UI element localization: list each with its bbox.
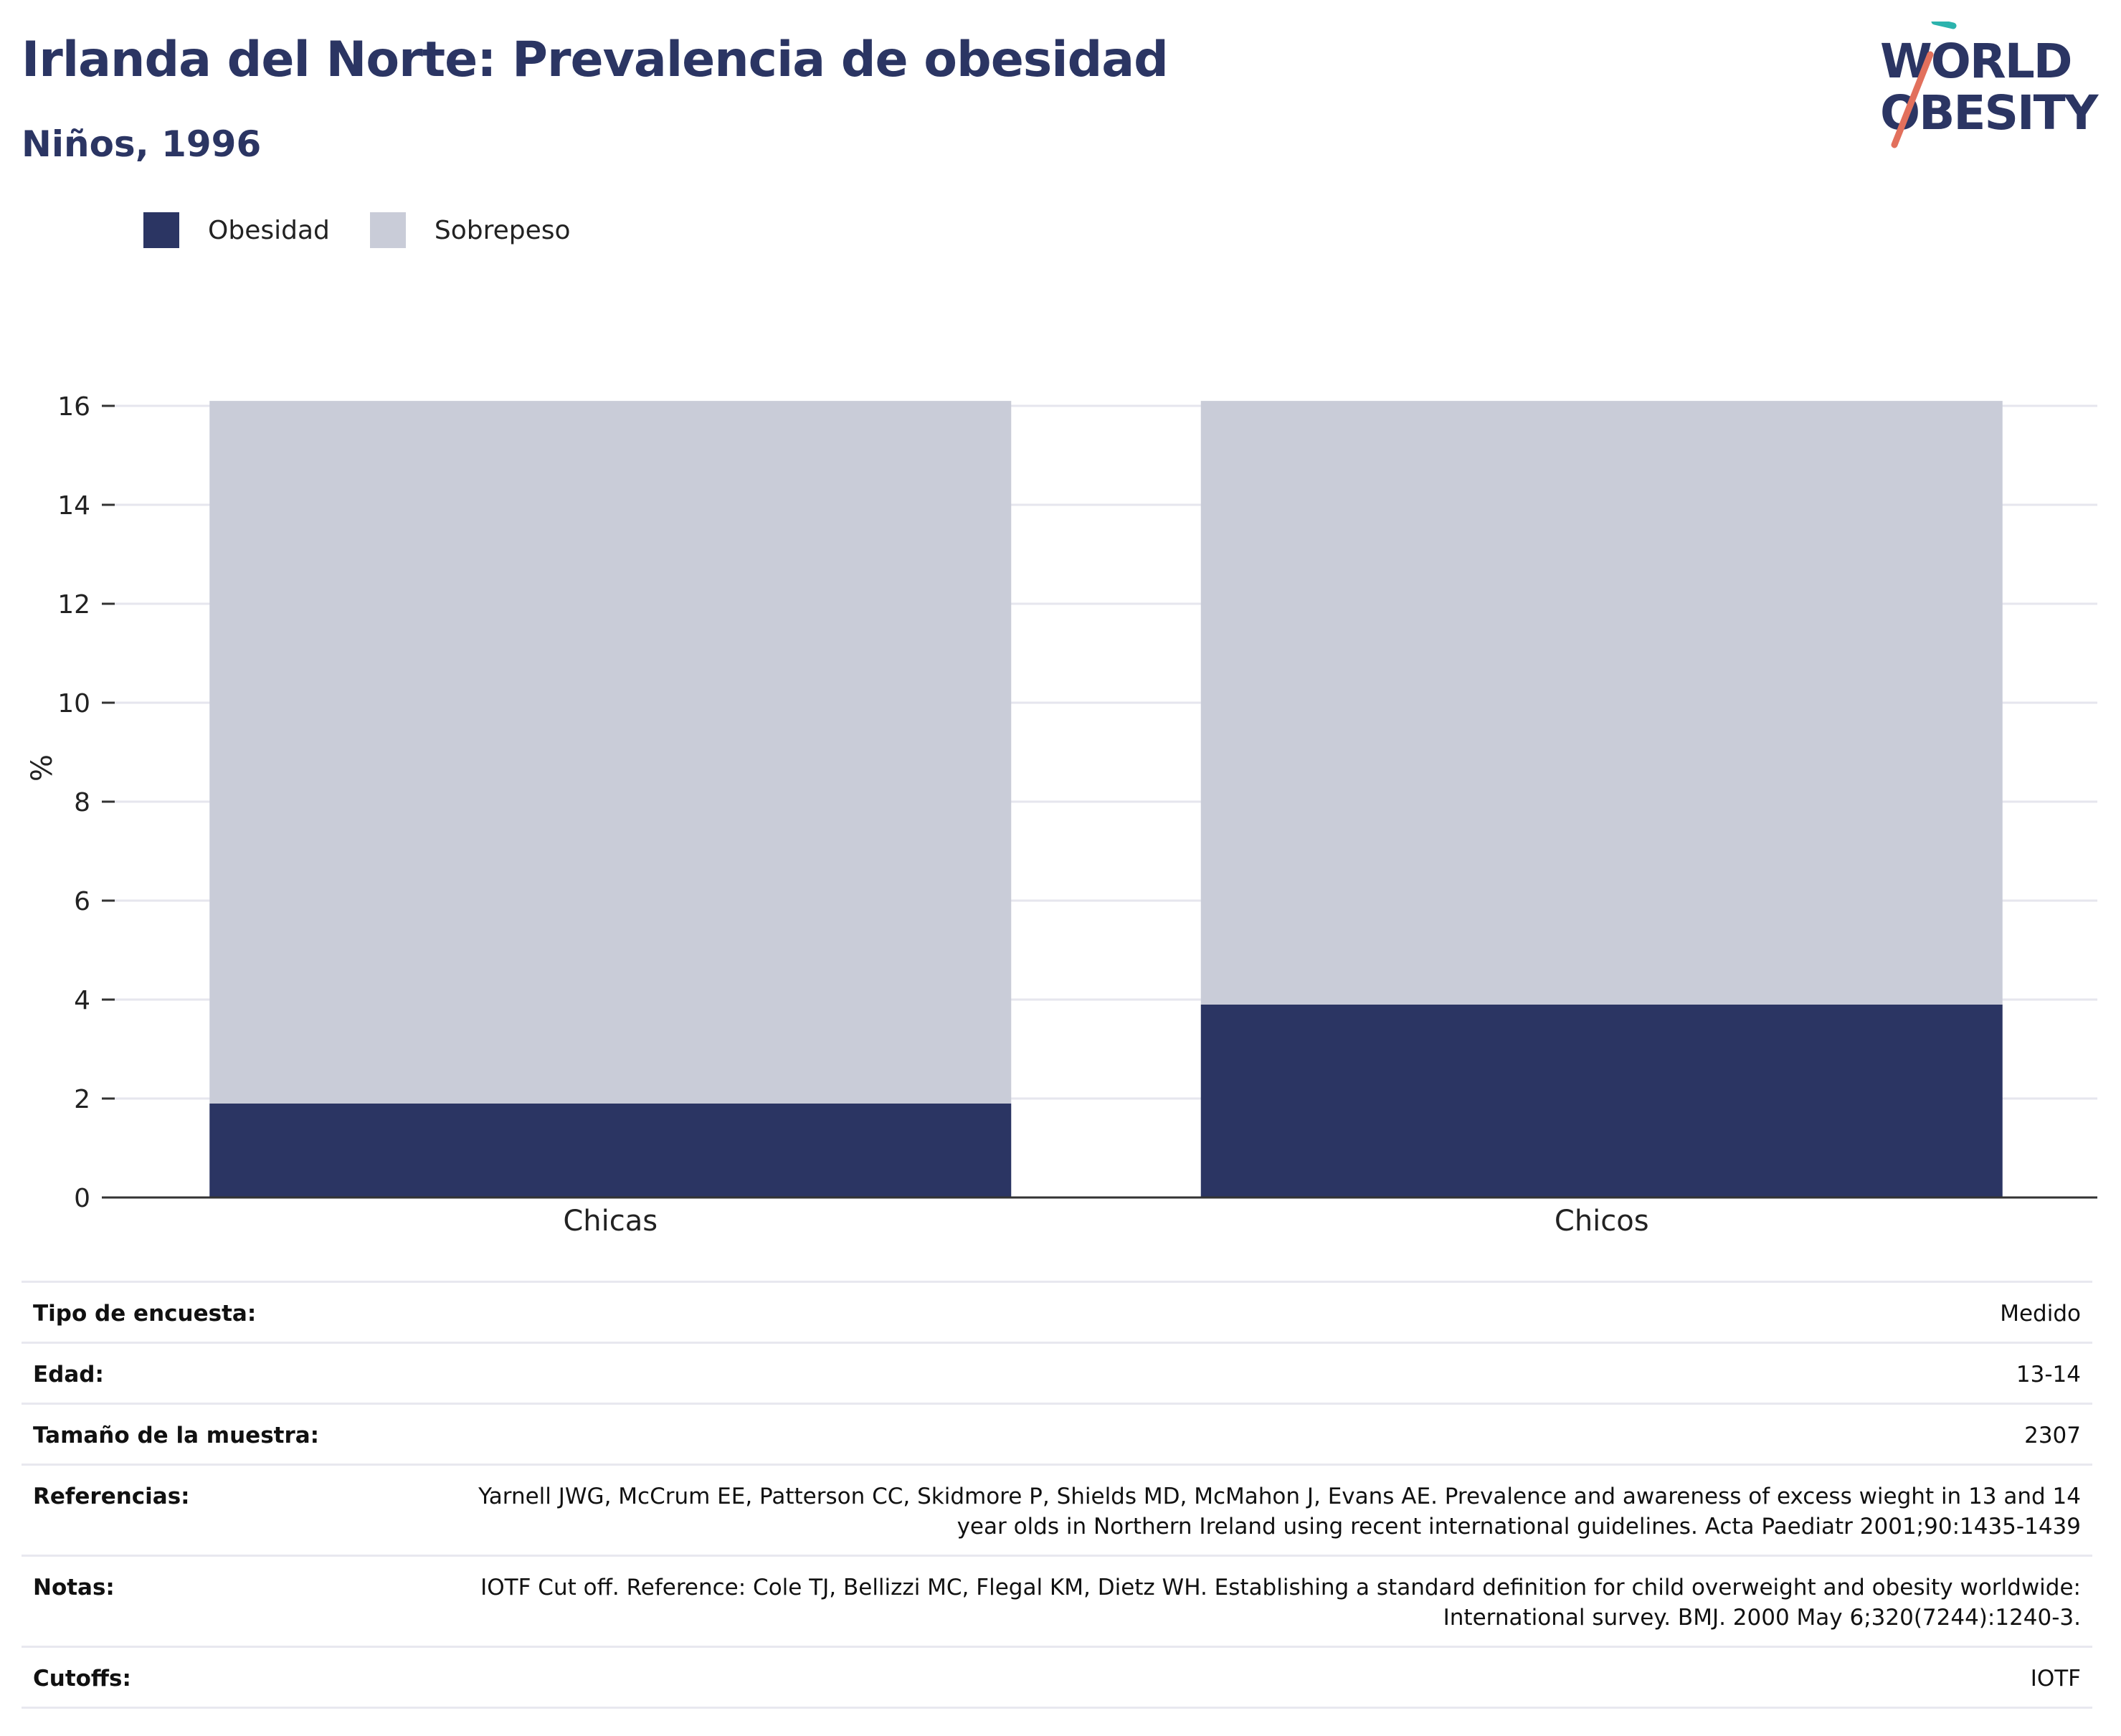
logo-text-world: WORLD bbox=[1880, 34, 2072, 89]
y-tick-label: 0 bbox=[74, 1184, 90, 1213]
meta-row: Edad: 13-14 bbox=[22, 1342, 2092, 1404]
y-tick-label: 6 bbox=[74, 887, 90, 916]
y-tick-label: 12 bbox=[57, 590, 90, 620]
meta-row: Tamaño de la muestra: 2307 bbox=[22, 1403, 2092, 1465]
legend-swatch-obesidad bbox=[143, 212, 179, 248]
y-tick-label: 10 bbox=[57, 689, 90, 718]
meta-value: IOTF Cut off. Reference: Cole TJ, Belliz… bbox=[417, 1555, 2092, 1647]
bar-obesidad-chicos[interactable] bbox=[1200, 1004, 2003, 1197]
meta-key: Edad: bbox=[22, 1342, 417, 1404]
meta-row: Tipo de encuesta: Medido bbox=[22, 1281, 2092, 1343]
logo-slash-coral bbox=[1891, 51, 1934, 148]
y-tick-label: 16 bbox=[57, 392, 90, 422]
bars bbox=[209, 401, 2003, 1197]
meta-row: Cutoffs: IOTF bbox=[22, 1646, 2092, 1709]
meta-row: Referencias: Yarnell JWG, McCrum EE, Patt… bbox=[22, 1464, 2092, 1556]
x-category-label: Chicos bbox=[1555, 1205, 1649, 1238]
y-axis-ticks: 0 2 4 6 8 10 12 14 16 bbox=[57, 392, 115, 1213]
legend-swatch-sobrepeso bbox=[369, 212, 406, 248]
legend-item-obesidad[interactable]: Obesidad bbox=[143, 212, 330, 248]
y-tick-label: 8 bbox=[74, 788, 90, 817]
survey-details-table: Tipo de encuesta: Medido Edad: 13-14 Tamaño … bbox=[22, 1281, 2092, 1709]
x-axis-labels: Chicas Chicos bbox=[563, 1205, 1648, 1238]
meta-value: Yarnell JWG, McCrum EE, Patterson CC, Sk… bbox=[417, 1464, 2092, 1556]
meta-key: Cutoffs: bbox=[22, 1646, 417, 1709]
x-category-label: Chicas bbox=[563, 1205, 658, 1238]
world-obesity-logo: WORLD OBESITY bbox=[1880, 22, 2101, 148]
stacked-bar-chart: 0 2 4 6 8 10 12 14 16 Chicas Chicos bbox=[57, 392, 2097, 1238]
meta-key: Notas: bbox=[22, 1555, 417, 1647]
chart-subtitle: Niños, 1996 bbox=[22, 123, 262, 165]
meta-key: Referencias: bbox=[22, 1464, 417, 1556]
chart-legend: Obesidad Sobrepeso bbox=[143, 212, 611, 248]
chart-title: Irlanda del Norte: Prevalencia de obesid… bbox=[22, 32, 1169, 88]
logo-slash-teal bbox=[1931, 22, 1957, 29]
legend-label-sobrepeso: Sobrepeso bbox=[434, 215, 571, 245]
meta-value: IOTF bbox=[417, 1646, 2092, 1709]
bar-sobrepeso-chicas[interactable] bbox=[209, 401, 1012, 1104]
meta-key: Tipo de encuesta: bbox=[22, 1281, 417, 1343]
meta-value: 2307 bbox=[417, 1403, 2092, 1465]
legend-item-sobrepeso[interactable]: Sobrepeso bbox=[369, 212, 571, 248]
y-tick-label: 14 bbox=[57, 491, 90, 521]
y-tick-label: 4 bbox=[74, 986, 90, 1015]
meta-row: Notas: IOTF Cut off. Reference: Cole TJ, … bbox=[22, 1555, 2092, 1647]
y-tick-label: 2 bbox=[74, 1085, 90, 1114]
legend-label-obesidad: Obesidad bbox=[208, 215, 330, 245]
bar-obesidad-chicas[interactable] bbox=[209, 1103, 1012, 1197]
meta-value: 13-14 bbox=[417, 1342, 2092, 1404]
meta-key: Tamaño de la muestra: bbox=[22, 1403, 417, 1465]
meta-value: Medido bbox=[417, 1281, 2092, 1343]
bar-sobrepeso-chicos[interactable] bbox=[1200, 401, 2003, 1005]
